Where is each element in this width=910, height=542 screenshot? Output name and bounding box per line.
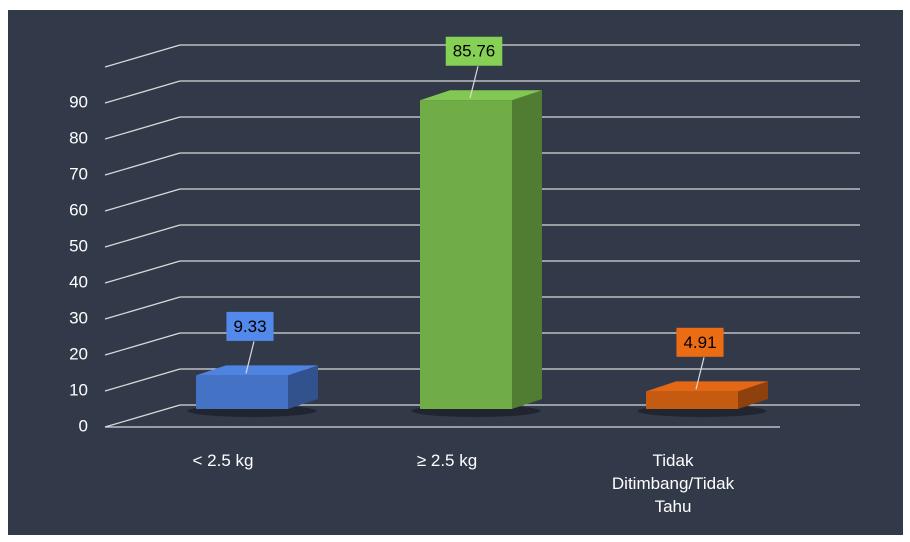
- grid-line: [104, 224, 181, 248]
- grid-line: [104, 332, 181, 356]
- x-tick-label: Tidak Ditimbang/Tidak Tahu: [611, 451, 735, 516]
- data-label: 85.76: [453, 42, 496, 61]
- grid-line: [104, 152, 181, 176]
- data-label-box: [226, 311, 274, 341]
- data-label-box: [445, 36, 503, 66]
- y-tick-label: 0: [79, 416, 88, 435]
- data-label: 9.33: [233, 317, 266, 336]
- bar-top: [420, 90, 542, 101]
- y-tick-label: 90: [69, 92, 88, 111]
- grid-line: [104, 80, 181, 104]
- bar: [420, 100, 512, 409]
- y-tick-label: 10: [69, 380, 88, 399]
- y-tick-label: 70: [69, 164, 88, 183]
- grid-line: [104, 296, 181, 320]
- y-tick-label: 50: [69, 236, 88, 255]
- y-tick-label: 20: [69, 344, 88, 363]
- bar-side: [512, 90, 542, 409]
- y-tick-label: 80: [69, 128, 88, 147]
- y-tick-label: 30: [69, 308, 88, 327]
- bar-top: [196, 365, 318, 376]
- bar-top: [646, 381, 768, 392]
- grid-line: [104, 116, 181, 140]
- label-leader: [695, 357, 705, 390]
- data-label-box: [676, 327, 724, 357]
- label-leader: [245, 341, 255, 374]
- bar: [646, 391, 738, 409]
- grid-line: [104, 44, 181, 68]
- x-tick-label: ≥ 2.5 kg: [416, 451, 478, 470]
- x-tick-label: < 2.5 kg: [192, 451, 254, 470]
- y-tick-label: 60: [69, 200, 88, 219]
- y-tick-label: 40: [69, 272, 88, 291]
- grid-line: [104, 368, 181, 392]
- grid-line: [104, 260, 181, 284]
- bar-side: [288, 365, 318, 409]
- grid-line: [104, 404, 181, 428]
- bar: [196, 375, 288, 409]
- bar-side: [738, 381, 768, 409]
- label-leader: [469, 66, 479, 99]
- data-label: 4.91: [683, 333, 716, 352]
- grid-line: [104, 188, 181, 212]
